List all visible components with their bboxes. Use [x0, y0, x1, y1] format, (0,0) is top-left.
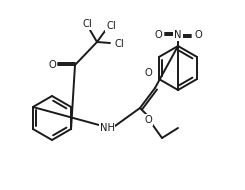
Text: O: O — [194, 30, 202, 40]
Text: NH: NH — [99, 123, 114, 133]
Text: O: O — [48, 60, 56, 70]
Text: N: N — [174, 30, 182, 40]
Text: Cl: Cl — [114, 39, 124, 49]
Text: Cl: Cl — [82, 19, 92, 29]
Text: Cl: Cl — [106, 21, 116, 31]
Text: O: O — [154, 30, 162, 40]
Text: O: O — [144, 115, 152, 125]
Text: O: O — [144, 68, 152, 78]
